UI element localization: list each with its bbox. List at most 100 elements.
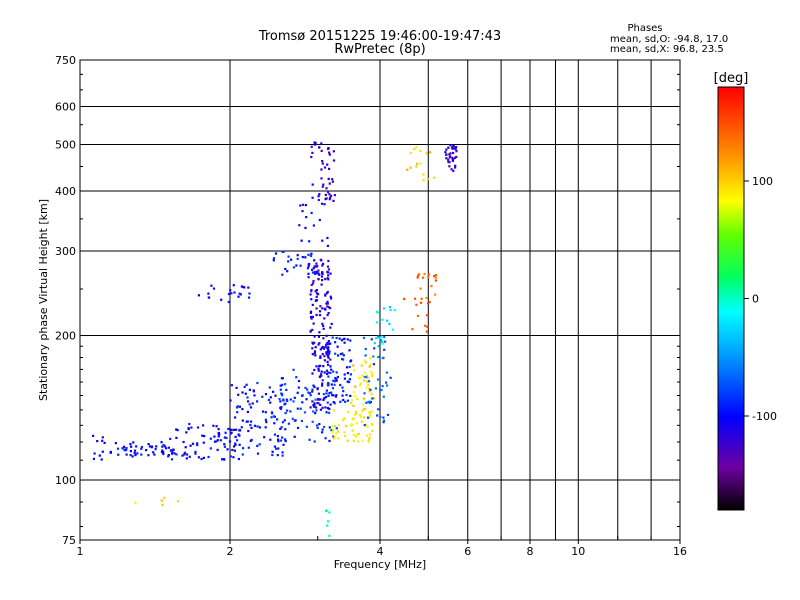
data-point [316,424,319,427]
data-point [209,437,212,440]
data-point [319,356,322,359]
data-point [300,419,303,423]
data-point [309,311,312,314]
data-point [223,458,226,461]
data-point [279,384,282,387]
data-point [324,278,327,281]
data-point [312,410,315,413]
data-point [172,448,175,451]
data-point [327,342,330,345]
data-point [275,447,278,450]
data-point [188,422,191,426]
data-point [323,397,326,400]
data-point [425,330,429,333]
data-point [327,375,330,378]
data-point [348,349,351,352]
data-point [247,286,250,289]
data-point [314,398,317,401]
data-point [313,335,316,338]
data-point [129,454,132,457]
data-point [230,292,233,295]
data-point [133,449,137,452]
colorbar-ticks: 100 0 -100 [744,175,777,423]
data-point [318,342,321,345]
data-point [341,352,344,355]
data-point [377,355,380,359]
data-point [373,342,376,345]
data-point [365,434,368,437]
data-point [343,337,346,340]
data-point [297,379,301,383]
data-point [307,264,310,268]
data-point [454,156,457,159]
data-point [233,445,236,448]
data-point [196,442,199,445]
data-point [161,449,164,452]
data-point [324,509,328,513]
data-point [367,440,370,443]
data-point [346,439,349,442]
data-point [341,357,344,361]
data-point [272,390,275,393]
data-point [328,426,331,429]
data-point [317,277,320,281]
data-point [354,385,357,388]
data-point [450,168,453,171]
data-point [227,292,231,296]
data-point [246,420,250,423]
legend-line-x: mean, sd,X: 96.8, 23.5 [610,44,724,55]
data-point [171,450,174,453]
data-point [343,377,346,380]
data-point [332,394,335,397]
data-point [292,400,295,403]
data-point [321,428,324,431]
data-point [280,426,283,429]
data-point [311,303,314,306]
data-point [324,198,327,201]
data-point [189,444,192,447]
y-tick-label: 500 [55,139,76,152]
data-point [307,272,310,275]
data-point [233,449,236,452]
data-point [322,183,325,186]
data-point [329,365,332,368]
data-point [98,454,101,457]
data-point [135,445,138,448]
data-point [311,353,314,356]
data-point [350,424,353,427]
data-point [326,265,330,268]
data-point [360,364,363,367]
data-point [133,451,136,455]
data-point [309,330,312,333]
data-point [320,168,323,171]
data-point [315,365,318,368]
data-point [256,400,259,403]
data-point [327,340,330,343]
data-point [321,239,324,242]
data-point [175,436,178,439]
data-point [425,152,428,155]
data-point [183,451,186,454]
data-point [343,431,346,434]
y-tick-label: 100 [55,474,76,487]
data-point [323,355,326,358]
data-point [167,454,170,457]
data-point [349,373,352,376]
data-point [447,160,450,163]
data-point [170,458,174,461]
data-point [270,416,273,419]
data-point [319,355,322,358]
data-point [96,440,99,443]
data-point [129,450,132,453]
data-point [230,428,233,431]
y-tick-label: 750 [55,54,76,67]
data-point [319,398,322,401]
data-point [313,385,316,389]
data-point [369,370,372,373]
data-point [416,276,419,279]
data-point [279,388,282,391]
data-point [369,400,372,404]
data-point [324,406,327,409]
data-point [238,429,241,432]
data-point [314,143,317,146]
